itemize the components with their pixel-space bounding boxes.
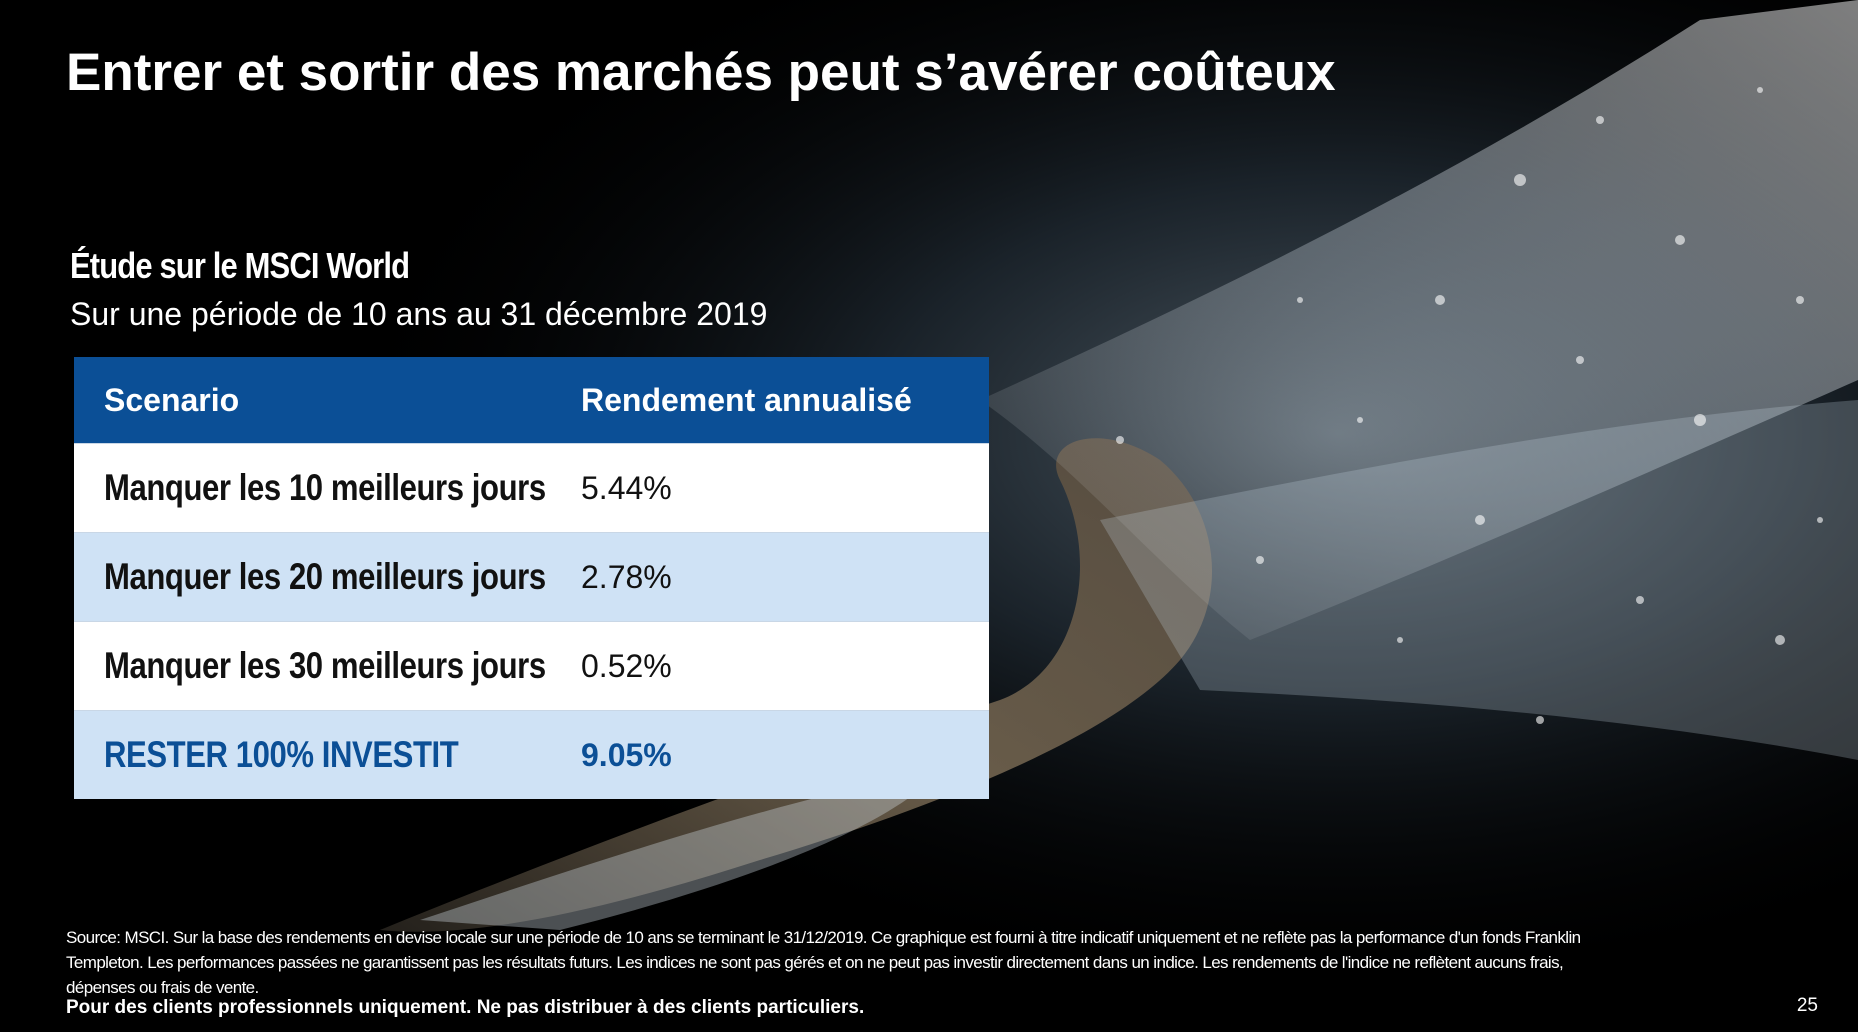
slide-title: Entrer et sortir des marchés peut s’avér… [66,43,1336,102]
return-value: 0.52% [581,647,672,684]
header-return: Rendement annualisé [581,381,912,418]
scenario-cell: Manquer les 20 meilleurs jours [74,556,581,598]
return-cell: 2.78% [581,559,989,596]
scenario-label: Manquer les 10 meilleurs jours [104,467,546,508]
study-title: Étude sur le MSCI World [70,245,410,286]
return-cell: 0.52% [581,648,989,685]
scenario-cell: Manquer les 10 meilleurs jours [74,467,581,509]
page-number: 25 [1796,995,1818,1016]
header-cell-return: Rendement annualisé [581,382,989,419]
disclaimer: Pour des clients professionnels uniqueme… [66,997,865,1018]
return-cell: 9.05% [581,737,989,774]
table-header-row: Scenario Rendement annualisé [74,357,989,443]
table-row: Manquer les 10 meilleurs jours 5.44% [74,443,989,532]
source-note: Source: MSCI. Sur la base des rendements… [66,928,1581,997]
scenario-label: Manquer les 30 meilleurs jours [104,645,546,686]
scenario-label: RESTER 100% INVESTIT [104,734,459,775]
table-row-highlight: RESTER 100% INVESTIT 9.05% [74,710,989,799]
return-cell: 5.44% [581,470,989,507]
header-scenario: Scenario [104,381,240,418]
study-subtitle: Sur une période de 10 ans au 31 décembre… [70,296,768,332]
scenario-cell: RESTER 100% INVESTIT [74,734,581,776]
return-value: 5.44% [581,469,672,506]
header-cell-scenario: Scenario [74,382,581,419]
table-row: Manquer les 20 meilleurs jours 2.78% [74,532,989,621]
scenario-cell: Manquer les 30 meilleurs jours [74,645,581,687]
table-row: Manquer les 30 meilleurs jours 0.52% [74,621,989,710]
scenario-label: Manquer les 20 meilleurs jours [104,556,546,597]
return-value: 2.78% [581,558,672,595]
returns-table: Scenario Rendement annualisé Manquer les… [74,357,989,799]
return-value: 9.05% [581,736,672,773]
